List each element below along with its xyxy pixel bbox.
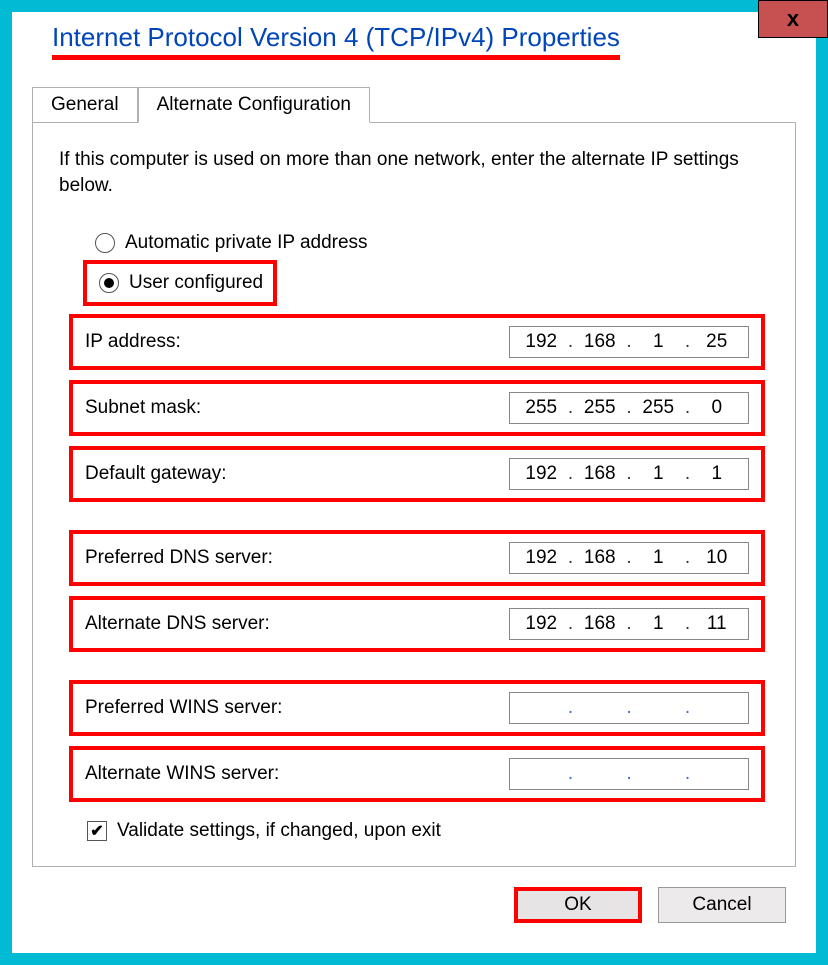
field-label: Subnet mask: <box>85 397 509 419</box>
ip-octet[interactable]: 1 <box>637 613 679 635</box>
field-label: Preferred DNS server: <box>85 547 509 569</box>
ip-octet[interactable]: 192 <box>520 463 562 485</box>
dot-icon: . <box>567 613 575 635</box>
radio-label: User configured <box>129 272 263 294</box>
dot-icon: . <box>567 331 575 353</box>
field-ip-address: IP address: 192. 168. 1. 25 <box>69 314 765 370</box>
window-title: Internet Protocol Version 4 (TCP/IPv4) P… <box>52 22 620 60</box>
ip-octet[interactable]: 192 <box>520 547 562 569</box>
dot-icon: . <box>625 331 633 353</box>
radio-user-configured[interactable]: User configured <box>95 266 267 300</box>
ok-button[interactable]: OK <box>514 887 642 923</box>
cancel-button[interactable]: Cancel <box>658 887 786 923</box>
subnet-mask-input[interactable]: 255. 255. 255. 0 <box>509 392 749 424</box>
close-icon: x <box>787 6 799 32</box>
dot-icon: . <box>567 697 575 719</box>
ip-octet[interactable]: 0 <box>696 397 738 419</box>
dot-icon: . <box>684 763 692 785</box>
tab-alternate-configuration[interactable]: Alternate Configuration <box>138 87 370 123</box>
radio-icon <box>95 233 115 253</box>
checkbox-icon: ✔ <box>87 821 107 841</box>
ip-address-input[interactable]: 192. 168. 1. 25 <box>509 326 749 358</box>
radio-label: Automatic private IP address <box>125 232 368 254</box>
tab-general[interactable]: General <box>32 87 138 122</box>
ip-octet[interactable]: 168 <box>579 613 621 635</box>
field-label: Alternate WINS server: <box>85 763 509 785</box>
dot-icon: . <box>567 763 575 785</box>
field-preferred-wins: Preferred WINS server: . . . <box>69 680 765 736</box>
dot-icon: . <box>684 397 692 419</box>
dot-icon: . <box>684 463 692 485</box>
ip-octet[interactable]: 168 <box>579 331 621 353</box>
alternate-wins-input[interactable]: . . . <box>509 758 749 790</box>
ip-octet[interactable]: 255 <box>520 397 562 419</box>
ip-octet[interactable]: 168 <box>579 463 621 485</box>
checkbox-label: Validate settings, if changed, upon exit <box>117 820 441 842</box>
field-label: IP address: <box>85 331 509 353</box>
dot-icon: . <box>684 547 692 569</box>
dot-icon: . <box>567 547 575 569</box>
preferred-wins-input[interactable]: . . . <box>509 692 749 724</box>
dot-icon: . <box>684 331 692 353</box>
close-button[interactable]: x <box>758 0 828 38</box>
field-default-gateway: Default gateway: 192. 168. 1. 1 <box>69 446 765 502</box>
default-gateway-input[interactable]: 192. 168. 1. 1 <box>509 458 749 490</box>
ip-octet[interactable]: 10 <box>696 547 738 569</box>
ip-octet[interactable]: 168 <box>579 547 621 569</box>
dot-icon: . <box>625 697 633 719</box>
ip-octet[interactable]: 255 <box>637 397 679 419</box>
radio-icon <box>99 273 119 293</box>
field-alternate-wins: Alternate WINS server: . . . <box>69 746 765 802</box>
field-subnet-mask: Subnet mask: 255. 255. 255. 0 <box>69 380 765 436</box>
alternate-dns-input[interactable]: 192. 168. 1. 11 <box>509 608 749 640</box>
ip-octet[interactable]: 192 <box>520 331 562 353</box>
dot-icon: . <box>567 397 575 419</box>
dot-icon: . <box>684 613 692 635</box>
dot-icon: . <box>567 463 575 485</box>
dot-icon: . <box>625 763 633 785</box>
ip-octet[interactable]: 1 <box>637 547 679 569</box>
dot-icon: . <box>684 697 692 719</box>
ip-octet[interactable]: 25 <box>696 331 738 353</box>
field-label: Alternate DNS server: <box>85 613 509 635</box>
field-label: Default gateway: <box>85 463 509 485</box>
ip-octet[interactable]: 11 <box>696 613 738 635</box>
validate-settings-checkbox[interactable]: ✔ Validate settings, if changed, upon ex… <box>87 820 769 842</box>
dot-icon: . <box>625 397 633 419</box>
ip-octet[interactable]: 1 <box>637 463 679 485</box>
preferred-dns-input[interactable]: 192. 168. 1. 10 <box>509 542 749 574</box>
dot-icon: . <box>625 613 633 635</box>
ip-octet[interactable]: 192 <box>520 613 562 635</box>
field-preferred-dns: Preferred DNS server: 192. 168. 1. 10 <box>69 530 765 586</box>
tab-panel-alternate: If this computer is used on more than on… <box>32 122 796 867</box>
radio-auto-private-ip[interactable]: Automatic private IP address <box>91 226 769 260</box>
ip-octet[interactable]: 1 <box>637 331 679 353</box>
intro-text: If this computer is used on more than on… <box>59 147 769 198</box>
ip-octet[interactable]: 1 <box>696 463 738 485</box>
field-alternate-dns: Alternate DNS server: 192. 168. 1. 11 <box>69 596 765 652</box>
field-label: Preferred WINS server: <box>85 697 509 719</box>
dot-icon: . <box>625 547 633 569</box>
ip-octet[interactable]: 255 <box>579 397 621 419</box>
dot-icon: . <box>625 463 633 485</box>
